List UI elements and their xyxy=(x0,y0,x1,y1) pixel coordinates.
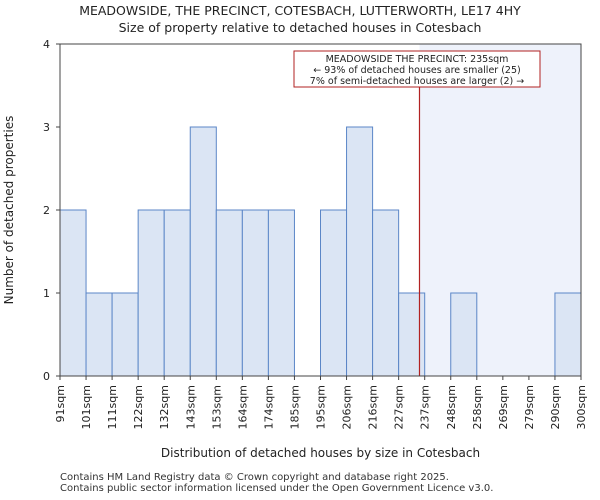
x-tick-label: 195sqm xyxy=(315,385,328,429)
y-tick-label: 1 xyxy=(43,287,50,300)
footer-line-2: Contains public sector information licen… xyxy=(60,483,494,494)
y-tick-label: 3 xyxy=(43,121,50,134)
bar-101sqm xyxy=(85,292,113,377)
x-tick-label: 237sqm xyxy=(419,385,432,429)
y-axis: 0 1 2 3 4 xyxy=(43,38,60,383)
y-tick-label: 2 xyxy=(43,204,50,217)
x-tick-label: 216sqm xyxy=(367,385,380,429)
annotation-border xyxy=(293,50,541,88)
bar-290sqm xyxy=(554,292,582,377)
title-line-2: Size of property relative to detached ho… xyxy=(118,20,482,35)
bar-227sqm xyxy=(398,292,426,377)
x-axis-label: Distribution of detached houses by size … xyxy=(161,446,480,460)
x-axis: 91sqm 101sqm 111sqm 122sqm 132sqm 143sqm 153sq… xyxy=(54,376,588,429)
x-tick-label: 122sqm xyxy=(132,385,145,429)
bar-122sqm xyxy=(137,209,165,377)
shaded-region xyxy=(419,44,581,376)
y-tick-label: 0 xyxy=(43,370,50,383)
x-tick-label: 258sqm xyxy=(471,385,484,429)
x-tick-label: 248sqm xyxy=(445,385,458,429)
x-tick-label: 91sqm xyxy=(54,385,67,422)
bar-111sqm xyxy=(111,292,139,377)
x-tick-label: 164sqm xyxy=(236,385,249,429)
x-tick-label: 153sqm xyxy=(210,385,223,429)
bar-174sqm xyxy=(267,209,295,377)
x-tick-label: 174sqm xyxy=(262,385,275,429)
title-line-1: MEADOWSIDE, THE PRECINCT, COTESBACH, LUT… xyxy=(79,3,521,18)
x-tick-label: 185sqm xyxy=(288,385,301,429)
annotation-box: MEADOWSIDE THE PRECINCT: 235sqm ← 93% of… xyxy=(293,50,541,88)
footer-line-1: Contains HM Land Registry data © Crown c… xyxy=(60,472,449,483)
x-tick-label: 279sqm xyxy=(523,385,536,429)
x-tick-label: 269sqm xyxy=(497,385,510,429)
bars-group xyxy=(59,126,582,377)
x-tick-label: 290sqm xyxy=(549,385,562,429)
bar-206sqm xyxy=(346,126,374,377)
x-tick-label: 300sqm xyxy=(575,385,588,429)
annotation-line-1: MEADOWSIDE THE PRECINCT: 235sqm xyxy=(326,54,509,65)
x-tick-label: 132sqm xyxy=(158,385,171,429)
footer-attribution: Contains HM Land Registry data © Crown c… xyxy=(60,472,493,494)
bar-143sqm xyxy=(189,126,217,377)
y-tick-label: 4 xyxy=(43,38,50,51)
x-tick-label: 111sqm xyxy=(106,385,119,429)
bar-132sqm xyxy=(163,209,191,377)
x-tick-label: 227sqm xyxy=(393,385,406,429)
bar-195sqm xyxy=(320,209,348,377)
x-tick-label: 206sqm xyxy=(341,385,354,429)
annotation-line-2: ← 93% of detached houses are smaller (25… xyxy=(313,65,520,76)
bar-153sqm xyxy=(215,209,243,377)
bar-164sqm xyxy=(241,209,269,377)
x-tick-label: 101sqm xyxy=(80,385,93,429)
y-axis-label: Number of detached properties xyxy=(2,116,16,305)
annotation-line-3: 7% of semi-detached houses are larger (2… xyxy=(310,76,524,87)
x-tick-label: 143sqm xyxy=(184,385,197,429)
bar-248sqm xyxy=(450,292,478,377)
bar-91sqm xyxy=(59,209,87,377)
bar-216sqm xyxy=(372,209,400,377)
chart-title: MEADOWSIDE, THE PRECINCT, COTESBACH, LUT… xyxy=(0,2,600,36)
